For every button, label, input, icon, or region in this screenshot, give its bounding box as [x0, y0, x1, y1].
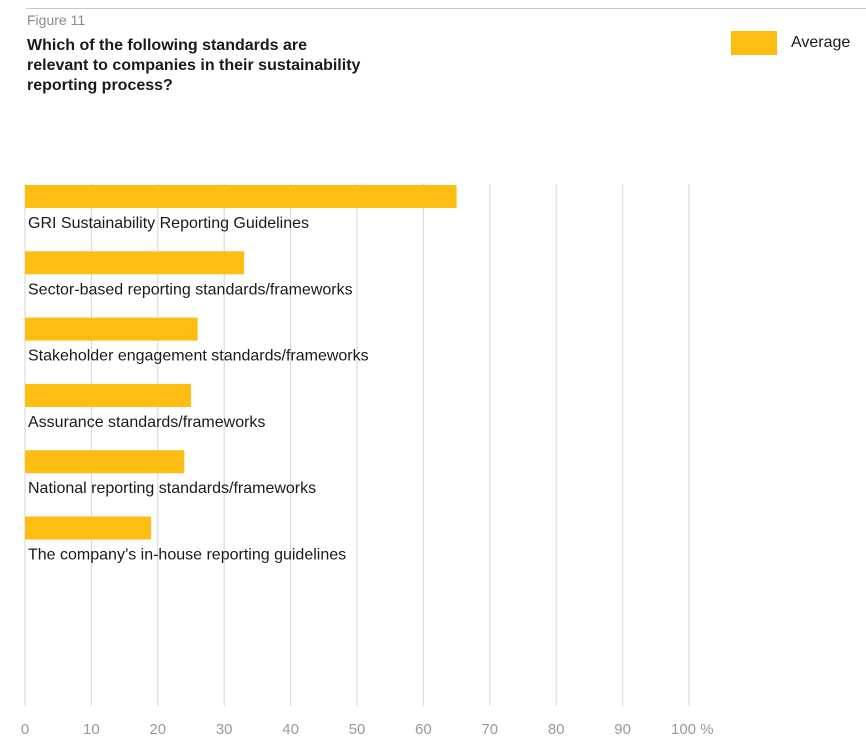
- top-rule: [26, 8, 866, 9]
- bar-category-label: National reporting standards/frameworks: [28, 480, 316, 497]
- x-tick-label: 90: [614, 721, 631, 738]
- x-tick-label: 30: [216, 721, 233, 738]
- x-tick-label: 80: [548, 721, 565, 738]
- figure-label: Figure 11: [27, 12, 86, 28]
- x-tick-label: 20: [149, 721, 166, 738]
- bar-category-label: GRI Sustainability Reporting Guidelines: [28, 215, 309, 232]
- x-tick-label: 10: [83, 721, 100, 738]
- bar-category-label: Assurance standards/frameworks: [28, 414, 265, 431]
- bar: [25, 383, 191, 407]
- bar-category-label: The company’s in-house reporting guideli…: [28, 547, 346, 564]
- x-tick-label: 40: [282, 721, 299, 738]
- x-tick-label: 100 %: [671, 721, 714, 738]
- bar: [25, 450, 185, 474]
- legend-label: Average: [791, 34, 851, 51]
- x-tick-label: 50: [349, 721, 366, 738]
- bar: [25, 317, 198, 341]
- bar-category-label: Stakeholder engagement standards/framewo…: [28, 348, 369, 365]
- x-tick-label: 0: [21, 721, 29, 738]
- chart-title: Which of the following standards are rel…: [27, 37, 361, 94]
- x-tick-label: 60: [415, 721, 432, 738]
- legend: Average: [731, 30, 850, 56]
- legend-swatch: [731, 31, 777, 55]
- x-tick-label: 70: [481, 721, 498, 738]
- bar: [25, 516, 152, 540]
- bar: [25, 251, 245, 275]
- bar-category-label: Sector-based reporting standards/framewo…: [28, 281, 353, 298]
- bar: [25, 185, 457, 208]
